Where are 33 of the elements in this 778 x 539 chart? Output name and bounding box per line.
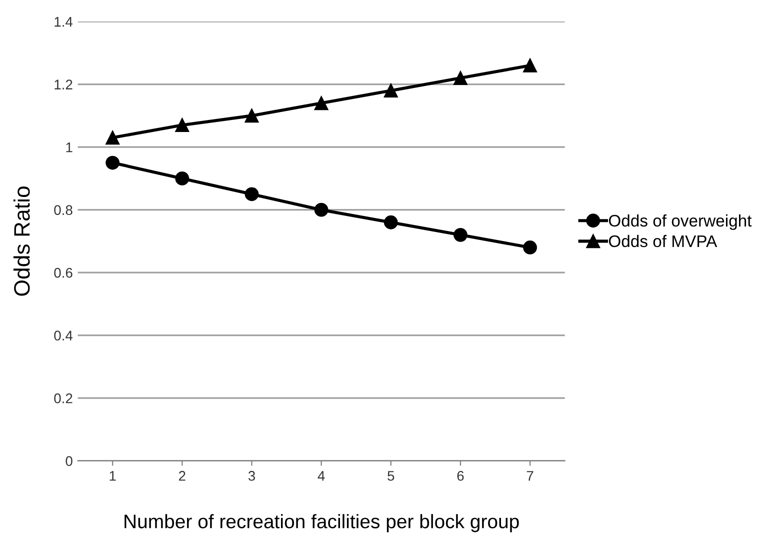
point	[384, 84, 398, 98]
y-tick-label: 1.2	[54, 80, 72, 90]
y-tick-label: 0.2	[54, 393, 72, 404]
y-tick-label: 0	[66, 456, 72, 466]
point	[454, 71, 468, 85]
legend-label: Odds of overweight	[608, 214, 752, 230]
y-tick-label: 0.6	[54, 268, 72, 278]
point	[244, 108, 259, 123]
point	[314, 96, 328, 110]
x-tick-label: 2	[179, 470, 186, 481]
x-tick-label: 6	[457, 470, 464, 481]
y-tick-label: 1.4	[54, 17, 73, 27]
point	[523, 58, 537, 72]
x-tick-label: 3	[248, 470, 255, 481]
point	[523, 240, 537, 254]
x-tick-label: 1	[110, 471, 116, 481]
x-axis-title: Number of recreation facilities per block group	[124, 514, 519, 532]
y-tick-label: 1	[66, 142, 72, 152]
x-tick-label: 5	[388, 471, 394, 481]
x-tick-label: 7	[526, 471, 534, 481]
point	[175, 172, 190, 186]
point	[384, 215, 398, 230]
legend-label: Odds of MVPA	[608, 234, 718, 248]
y-tick-label: 0.8	[54, 205, 72, 215]
y-tick-label: 0.4	[54, 330, 73, 341]
point	[106, 130, 120, 145]
point	[244, 187, 259, 202]
x-tick-label: 4	[318, 471, 325, 481]
point	[454, 228, 468, 242]
point	[106, 156, 120, 170]
point	[175, 118, 190, 132]
y-axis-title: Odds Ratio	[13, 186, 30, 296]
point	[314, 202, 328, 217]
